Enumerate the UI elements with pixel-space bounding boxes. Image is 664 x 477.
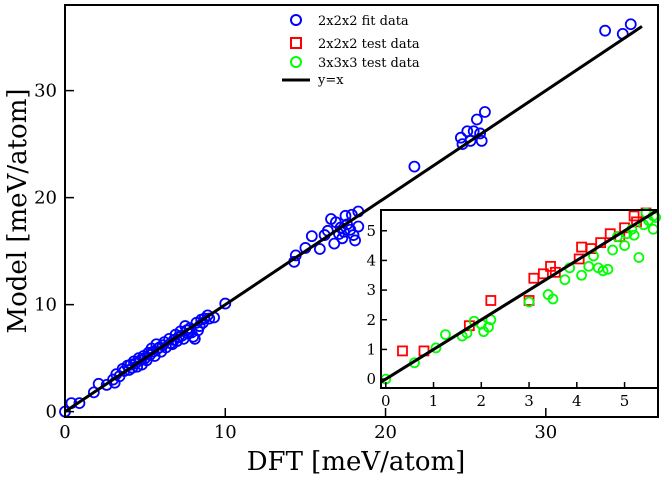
inset-y-equals-x-line [380,208,659,384]
main-2x2x2-fit-data-point-83 [349,234,361,247]
legend-marker-test [290,37,302,49]
inset-y-tick-label-2: 2 [366,311,376,329]
main-x-tick-label-20: 20 [374,422,397,443]
inset-3x3x3-test-data-point-22 [607,244,619,256]
main-2x2x2-fit-data-point-63 [219,297,232,310]
legend-label-yx: y=x [317,73,344,88]
inset-3x3x3-test-data-point-11 [523,296,535,308]
legend-marker-3x3x3 [290,56,302,68]
inset-x-tick-label-1: 1 [429,392,439,410]
main-2x2x2-fit-data-point-67 [305,230,318,243]
inset-plot: 0 1 2 3 4 5 0 1 2 3 4 5 [366,207,662,410]
main-x-tick-label-10: 10 [214,422,237,443]
inset-2x2x2-test-data-point-16 [628,210,640,222]
inset-3x3x3-test-data-point-13 [547,293,559,305]
main-2x2x2-fit-data-point-95 [479,106,491,118]
inset-x-tick-label-4: 4 [572,392,582,410]
main-2x2x2-fit-data-point-94 [475,135,488,147]
inset-3x3x3-test-data-point-21 [602,263,614,275]
inset-2x2x2-test-data-point-6 [537,268,549,280]
inset-x-tick-label-3: 3 [524,392,534,410]
inset-tick-labels: 0 1 2 3 4 5 0 1 2 3 4 5 [366,222,629,410]
inset-x-tick-label-0: 0 [381,392,391,410]
main-2x2x2-fit-data-point-82 [347,229,360,241]
x-axis-title: DFT [meV/atom] [247,447,466,477]
inset-frame [380,209,659,389]
main-2x2x2-fit-data-point-26 [144,349,156,361]
main-x-tick-label-30: 30 [534,422,557,443]
main-2x2x2-fit-data-point-72 [328,237,341,250]
legend-label-test: 2x2x2 test data [318,37,420,52]
inset-axis-ticks [381,230,626,388]
inset-2x2x2-test-data-point-3 [485,295,497,306]
main-2x2x2-fit-data-point-93 [474,127,487,140]
inset-2x2x2-test-data-point-0 [397,345,408,357]
inset-y-tick-label-0: 0 [366,370,376,388]
main-2x2x2-fit-data-point-76 [336,232,349,245]
inset-2x2x2-test-data-point-9 [573,253,585,265]
inset-3x3x3-test-data-point-14 [559,274,571,286]
legend-item-yx: y=x [282,73,344,88]
main-y-tick-label-20: 20 [34,188,57,209]
legend-item-fit: 2x2x2 fit data [290,14,409,29]
inset-y-tick-label-1: 1 [366,340,376,358]
inset-3x3x3-test-data-point-2 [430,342,442,354]
inset-x-tick-label-5: 5 [620,392,630,410]
main-2x2x2-fit-data-point-84 [352,220,365,233]
main-y-equals-x-line [64,25,643,413]
legend-item-test: 2x2x2 test data [290,37,420,52]
main-2x2x2-fit-data-point-68 [313,243,326,255]
main-2x2x2-fit-data-point-91 [467,125,480,138]
legend-item-3x3x3: 3x3x3 test data [290,56,420,71]
inset-y-tick-label-4: 4 [366,251,376,269]
inset-y-tick-label-5: 5 [366,222,376,240]
inset-3x3x3-test-data-point-20 [597,265,609,277]
y-axis-title: Model [meV/atom] [3,88,33,333]
inset-x-tick-label-2: 2 [477,392,487,410]
inset-3x3x3-test-data-point-16 [576,269,587,281]
main-2x2x2-fit-data-point-92 [470,113,483,126]
legend: 2x2x2 fit data 2x2x2 test data 3x3x3 tes… [282,14,420,88]
inset-3x3x3-test-data-point-27 [628,229,640,241]
inset-3x3x3-test-data-point-24 [619,240,630,252]
main-y-tick-label-0: 0 [46,402,57,423]
main-x-tick-label-0: 0 [59,422,70,443]
inset-3x3x3-test-data-point-9 [483,321,494,333]
main-y-tick-label-30: 30 [34,81,57,102]
inset-3x3x3-test-data-point-28 [633,252,645,263]
inset-y-tick-label-3: 3 [366,281,376,299]
main-2x2x2-fit-data-point-98 [624,18,637,31]
main-2x2x2-fit-data-point-2 [73,397,86,409]
legend-label-3x3x3: 3x3x3 test data [318,56,420,71]
main-axis-ticks [64,89,547,417]
legend-label-fit: 2x2x2 fit data [318,14,409,29]
inset-3x3x3-test-data-point-3 [440,329,451,341]
main-2x2x2-fit-data-point-78 [339,209,352,222]
legend-marker-fit [290,14,302,26]
main-y-tick-label-10: 10 [34,295,57,316]
main-2x2x2-fit-data-point-3 [87,386,100,399]
main-2x2x2-fit-data-point-96 [599,24,612,37]
main-2x2x2-fit-data-point-86 [408,160,421,173]
